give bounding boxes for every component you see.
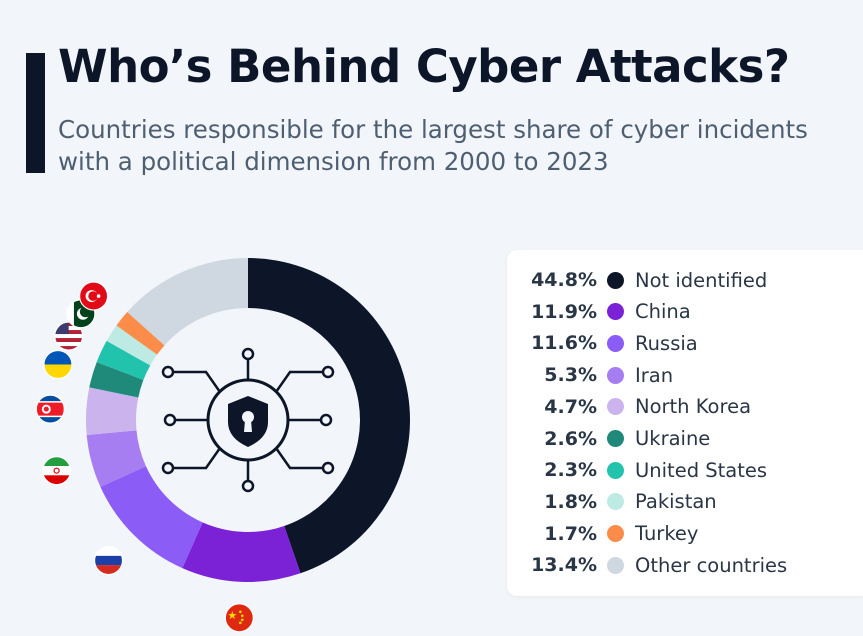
iran-flag-icon bbox=[42, 456, 72, 486]
cyber-lock-shield-icon bbox=[161, 347, 335, 493]
pakistan-flag-icon bbox=[66, 299, 96, 329]
legend-label: China bbox=[635, 300, 691, 324]
slice-other-countries bbox=[127, 258, 248, 346]
legend-label: Other countries bbox=[635, 553, 788, 577]
legend-value: 11.6% bbox=[531, 332, 597, 355]
legend-item-russia: 11.6% Russia bbox=[507, 328, 698, 358]
legend-label: Turkey bbox=[635, 522, 699, 546]
slice-russia bbox=[100, 466, 203, 569]
china-flag-icon: ★ bbox=[224, 603, 254, 633]
legend-swatch bbox=[607, 461, 624, 479]
legend-item-turkey: 1.7% Turkey bbox=[507, 519, 698, 549]
legend-value: 2.3% bbox=[544, 459, 597, 482]
chart-legend: 44.8% Not identified 11.9% China 11.6% Russia… bbox=[507, 250, 863, 596]
legend-value: 44.8% bbox=[531, 269, 597, 291]
legend-label: Iran bbox=[635, 363, 674, 387]
legend-item-china: 11.9% China bbox=[507, 297, 691, 327]
legend-value: 4.7% bbox=[544, 395, 597, 418]
legend-label: United States bbox=[635, 458, 768, 482]
slice-north-korea bbox=[85, 387, 139, 435]
legend-value: 13.4% bbox=[531, 554, 597, 577]
legend-item-north-korea: 4.7% North Korea bbox=[507, 392, 751, 422]
legend-value: 1.7% bbox=[544, 522, 597, 545]
legend-swatch bbox=[607, 493, 624, 511]
page-subtitle: Countries responsible for the largest sh… bbox=[58, 115, 808, 176]
legend-label: Pakistan bbox=[635, 490, 717, 514]
ukraine-flag-icon bbox=[43, 349, 73, 380]
legend-item-ukraine: 2.6% Ukraine bbox=[507, 424, 710, 454]
legend-swatch bbox=[607, 398, 624, 416]
page-title: Who’s Behind Cyber Attacks? bbox=[58, 40, 790, 93]
russia-flag-icon bbox=[93, 545, 124, 576]
legend-value: 1.8% bbox=[544, 490, 597, 513]
legend-swatch bbox=[607, 334, 624, 352]
legend-value: 2.6% bbox=[544, 427, 597, 450]
legend-swatch bbox=[607, 430, 624, 447]
legend-value: 5.3% bbox=[544, 364, 597, 387]
legend-label: Not identified bbox=[635, 268, 768, 292]
legend-swatch bbox=[607, 271, 624, 289]
slice-united-states bbox=[96, 340, 151, 380]
legend-item-united-states: 2.3% United States bbox=[507, 455, 767, 485]
slice-turkey bbox=[116, 312, 165, 355]
slice-not-identified bbox=[248, 258, 411, 574]
legend-item-iran: 5.3% Iran bbox=[507, 360, 673, 390]
title-accent-bar bbox=[26, 53, 45, 173]
legend-item-other-countries: 13.4% Other countries bbox=[507, 550, 787, 580]
slice-china bbox=[182, 522, 301, 582]
legend-label: Russia bbox=[635, 331, 698, 355]
slice-ukraine bbox=[89, 362, 144, 398]
slice-iran bbox=[86, 430, 146, 487]
legend-label: North Korea bbox=[635, 395, 752, 419]
legend-value: 11.9% bbox=[531, 300, 597, 323]
north-korea-flag-icon bbox=[35, 394, 65, 424]
legend-swatch bbox=[607, 303, 624, 321]
svg-text:★: ★ bbox=[227, 609, 237, 622]
legend-item-pakistan: 1.8% Pakistan bbox=[507, 487, 717, 517]
legend-label: Ukraine bbox=[635, 427, 711, 450]
slice-pakistan bbox=[106, 325, 158, 366]
turkey-flag-icon bbox=[78, 281, 109, 311]
legend-item-not-identified: 44.8% Not identified bbox=[507, 265, 767, 295]
legend-swatch bbox=[607, 366, 624, 384]
legend-swatch bbox=[607, 525, 624, 543]
legend-swatch bbox=[607, 556, 624, 574]
donut-chart: ★ bbox=[35, 258, 411, 633]
